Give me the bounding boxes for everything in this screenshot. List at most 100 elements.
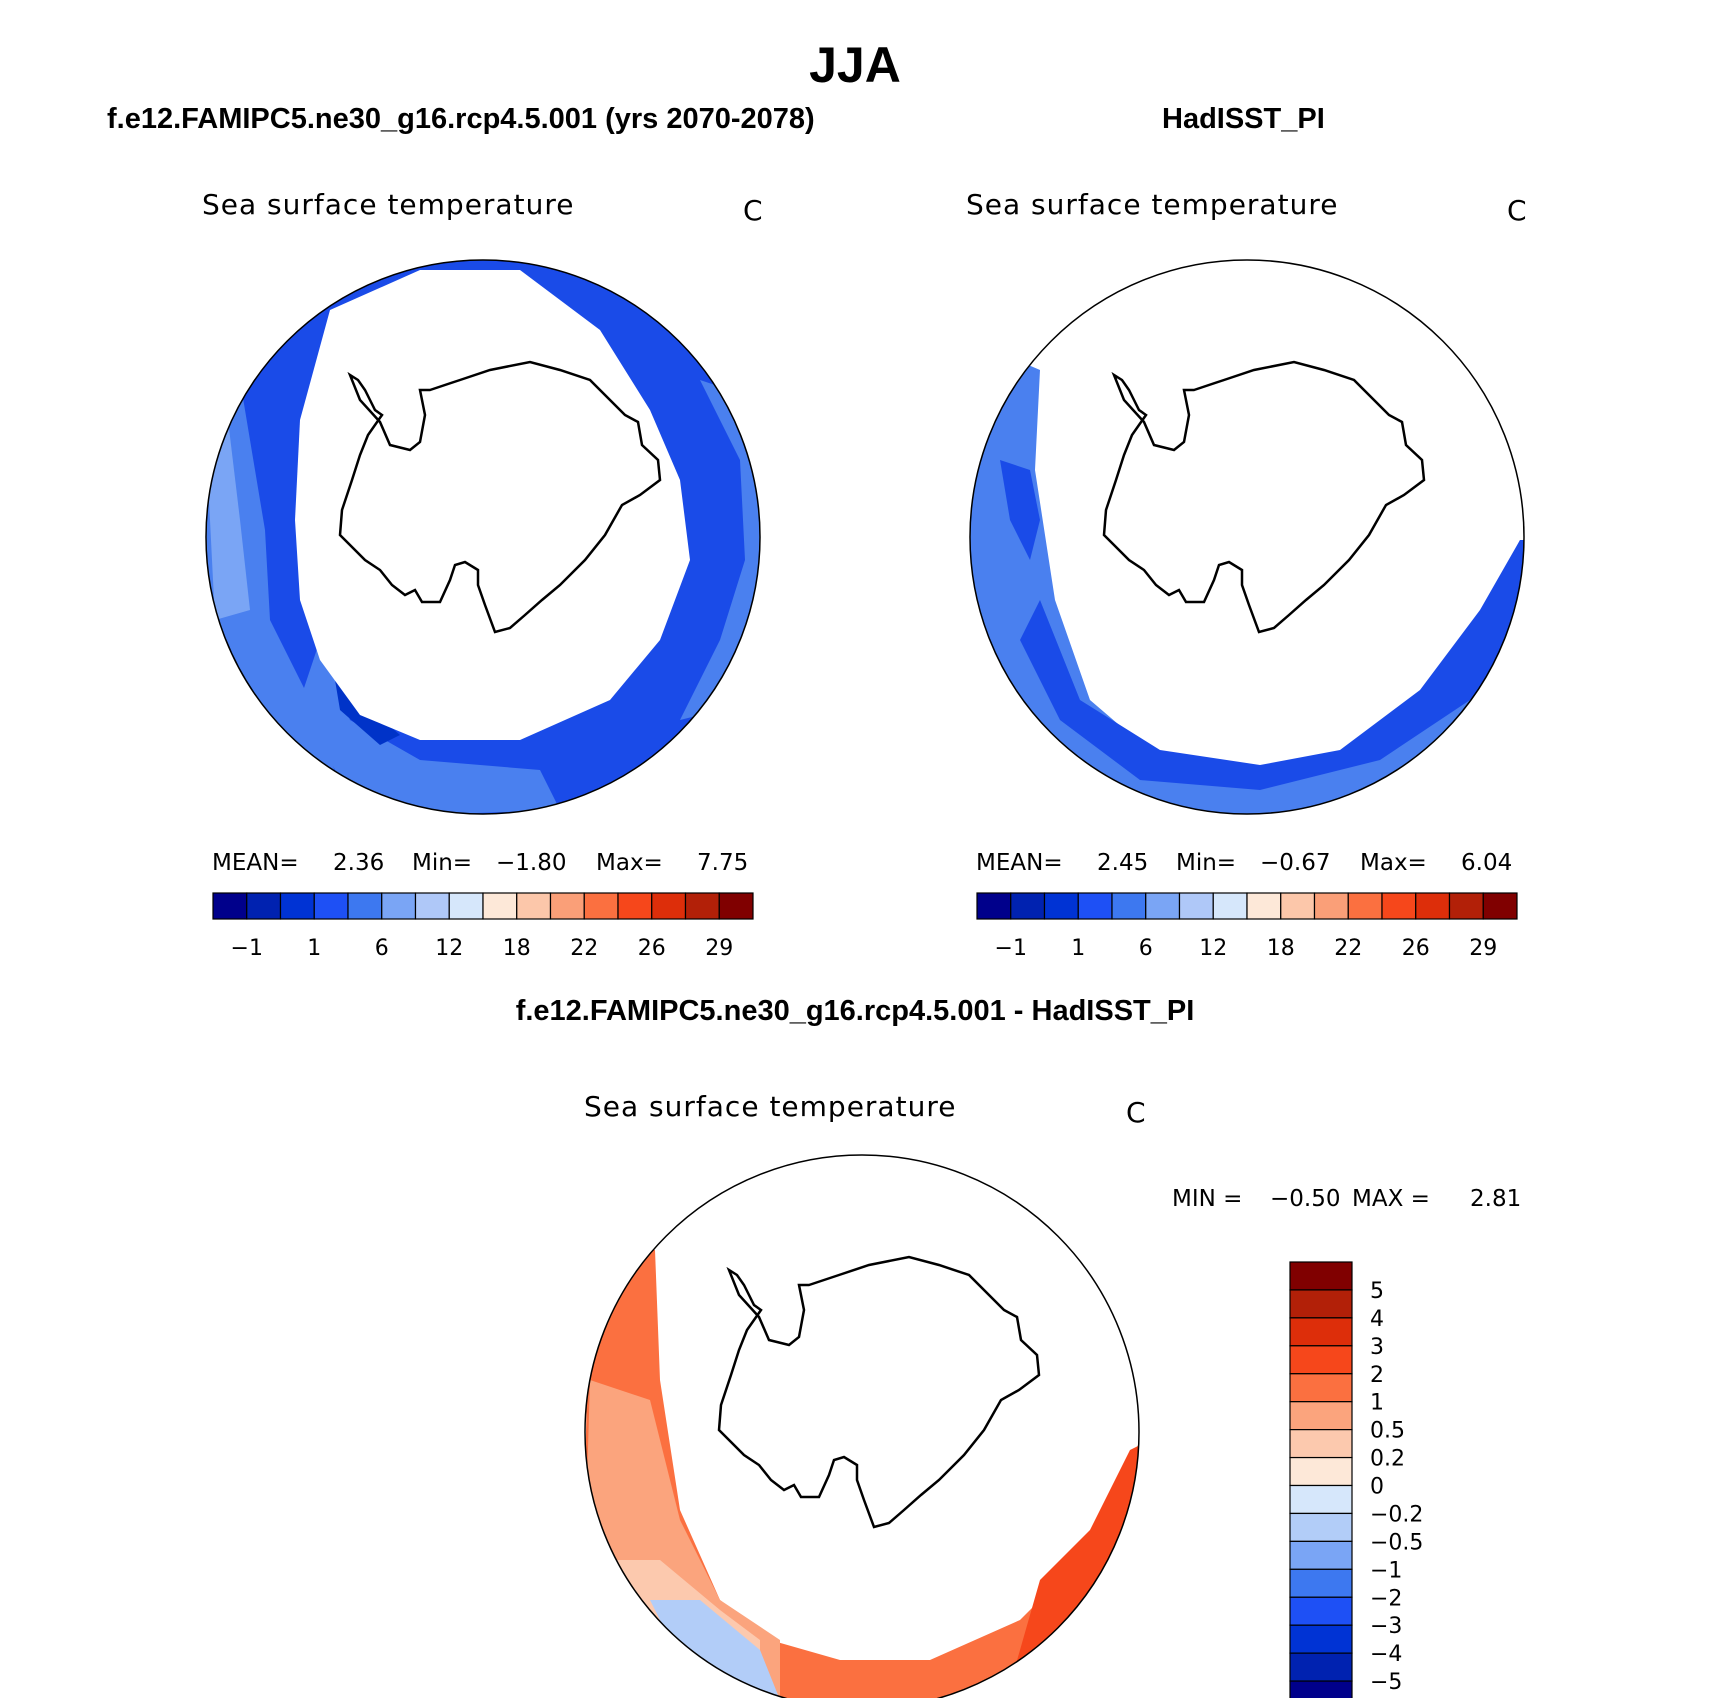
colorbar-hadisst-swatch [1010, 892, 1046, 920]
colorbar-model-swatch [279, 892, 315, 920]
colorbar-difference-tick-label: −5 [1370, 1670, 1402, 1695]
colorbar-hadisst-tick-label: 12 [1199, 936, 1227, 961]
map-difference [584, 1154, 1140, 1698]
ocean-background [585, 1155, 1139, 1698]
colorbar-difference-tick-label: −0.5 [1370, 1530, 1423, 1555]
diff-region-negative [650, 1600, 780, 1698]
colorbar-hadisst-swatch [1077, 892, 1113, 920]
map-model [205, 259, 761, 815]
colorbar-model-swatch [448, 892, 484, 920]
colorbar-hadisst-swatch [1448, 892, 1484, 920]
colorbar-difference-tick-label: 4 [1370, 1307, 1384, 1332]
colorbar-hadisst-swatch [1415, 892, 1451, 920]
colorbar-model-swatch [651, 892, 687, 920]
colorbar-hadisst-tick-label: 1 [1071, 936, 1085, 961]
colorbar-hadisst-swatch [1482, 892, 1518, 920]
colorbar-hadisst-swatch [1246, 892, 1282, 920]
mean-label-model: MEAN= [212, 850, 299, 876]
colorbar-difference-swatch [1289, 1289, 1353, 1319]
colorbar-hadisst-swatch [1381, 892, 1417, 920]
colorbar-difference-swatch [1289, 1345, 1353, 1375]
colorbar-hadisst-tick-label: 6 [1139, 936, 1153, 961]
colorbar-model-swatch [718, 892, 754, 920]
colorbar-difference-tick-label: 3 [1370, 1335, 1384, 1360]
ocean-band-mid [300, 640, 560, 814]
units-label-model: C [743, 194, 763, 227]
difference-title: f.e12.FAMIPC5.ne30_g16.rcp4.5.001 - HadI… [515, 995, 1195, 1027]
ocean-band-light [206, 420, 250, 620]
map-boundary [205, 259, 761, 815]
colorbar-model-swatch [583, 892, 619, 920]
colorbar-model-tick-label: 26 [638, 936, 666, 961]
colorbar-model-tick-label: 29 [705, 936, 733, 961]
colorbar-model-swatch [617, 892, 653, 920]
ocean-background [970, 260, 1524, 814]
colorbar-hadisst-tick-label: 29 [1469, 936, 1497, 961]
colorbar-difference-swatch [1289, 1484, 1353, 1515]
map-hadisst [969, 259, 1525, 815]
colorbar-model-swatch [482, 892, 518, 920]
colorbar-difference-tick-label: 0.2 [1370, 1447, 1405, 1472]
colorbar-model-swatch [313, 892, 349, 920]
sea-ice-mask [295, 270, 690, 740]
variable-label-hadisst: Sea surface temperature [966, 188, 1339, 221]
max-label-hadisst: Max= [1360, 850, 1427, 876]
colorbar-difference-tick-label: 0.5 [1370, 1419, 1405, 1444]
colorbar-hadisst-swatch [1280, 892, 1316, 920]
colorbar-difference-swatch [1289, 1401, 1353, 1431]
min-label-difference: MIN = [1172, 1186, 1243, 1212]
colorbar-hadisst-swatch [976, 892, 1012, 920]
colorbar-model-swatch [414, 892, 450, 920]
colorbar-difference-swatch [1289, 1624, 1353, 1654]
colorbar-difference: 5 4 3 2 1 0.5 0.2 0−0.2 −0.5 −1 −2 −3 −4 −5 [1289, 1261, 1423, 1698]
ocean-band-dark [1020, 540, 1524, 790]
colorbar-hadisst-swatch [1043, 892, 1079, 920]
colorbar-hadisst-swatch [1178, 892, 1214, 920]
max-value-difference: 2.81 [1470, 1186, 1522, 1212]
colorbar-model-tick-label: 6 [375, 936, 389, 961]
mean-value-model: 2.36 [333, 850, 385, 876]
colorbar-model-swatch [347, 892, 383, 920]
ocean-band-dark [1000, 460, 1040, 560]
colorbar-model-swatch [549, 892, 585, 920]
max-value-model: 7.75 [697, 850, 749, 876]
colorbar-difference-swatch [1289, 1680, 1353, 1698]
colorbar-difference-swatch [1289, 1652, 1353, 1682]
figure-title: JJA [809, 37, 901, 93]
colorbar-model-swatch [212, 892, 248, 920]
colorbar-hadisst-swatch [1145, 892, 1181, 920]
colorbar-difference-tick-label: −2 [1370, 1586, 1402, 1611]
colorbar-model-tick-label: 1 [307, 936, 321, 961]
colorbar-difference-tick-label: 2 [1370, 1363, 1384, 1388]
mean-value-hadisst: 2.45 [1097, 850, 1149, 876]
colorbar-hadisst-swatch [1212, 892, 1248, 920]
max-label-difference: MAX = [1352, 1186, 1430, 1212]
colorbar-difference-tick-label: −0.2 [1370, 1502, 1423, 1527]
colorbar-hadisst-swatch [1111, 892, 1147, 920]
colorbar-difference-swatch [1289, 1596, 1353, 1626]
colorbar-difference-tick-label: −4 [1370, 1642, 1402, 1667]
min-value-hadisst: −0.67 [1260, 850, 1331, 876]
colorbar-difference-tick-label: 1 [1370, 1391, 1384, 1416]
min-label-hadisst: Min= [1176, 850, 1237, 876]
colorbar-difference-tick-label: −1 [1370, 1558, 1402, 1583]
colorbar-model: −1 1 6 12 18 22 26 29 [212, 892, 754, 961]
min-value-model: −1.80 [496, 850, 567, 876]
colorbar-hadisst-tick-label: 26 [1402, 936, 1430, 961]
mean-label-hadisst: MEAN= [976, 850, 1063, 876]
colorbar-difference-swatch [1289, 1540, 1353, 1570]
units-label-difference: C [1126, 1096, 1146, 1129]
panel-title-model: f.e12.FAMIPC5.ne30_g16.rcp4.5.001 (yrs 2… [107, 103, 815, 135]
colorbar-model-tick-label: 22 [570, 936, 598, 961]
colorbar-hadisst: −1 1 6 12 18 22 26 29 [976, 892, 1518, 961]
colorbar-difference-tick-label: 5 [1370, 1279, 1384, 1304]
panel-title-hadisst: HadISST_PI [1162, 103, 1325, 135]
map-boundary [969, 259, 1525, 815]
colorbar-model-swatch [516, 892, 552, 920]
colorbar-model-swatch [246, 892, 282, 920]
min-value-difference: −0.50 [1270, 1186, 1341, 1212]
colorbar-model-swatch [684, 892, 720, 920]
variable-label-model: Sea surface temperature [202, 188, 575, 221]
colorbar-difference-tick-label: 0 [1370, 1475, 1384, 1500]
